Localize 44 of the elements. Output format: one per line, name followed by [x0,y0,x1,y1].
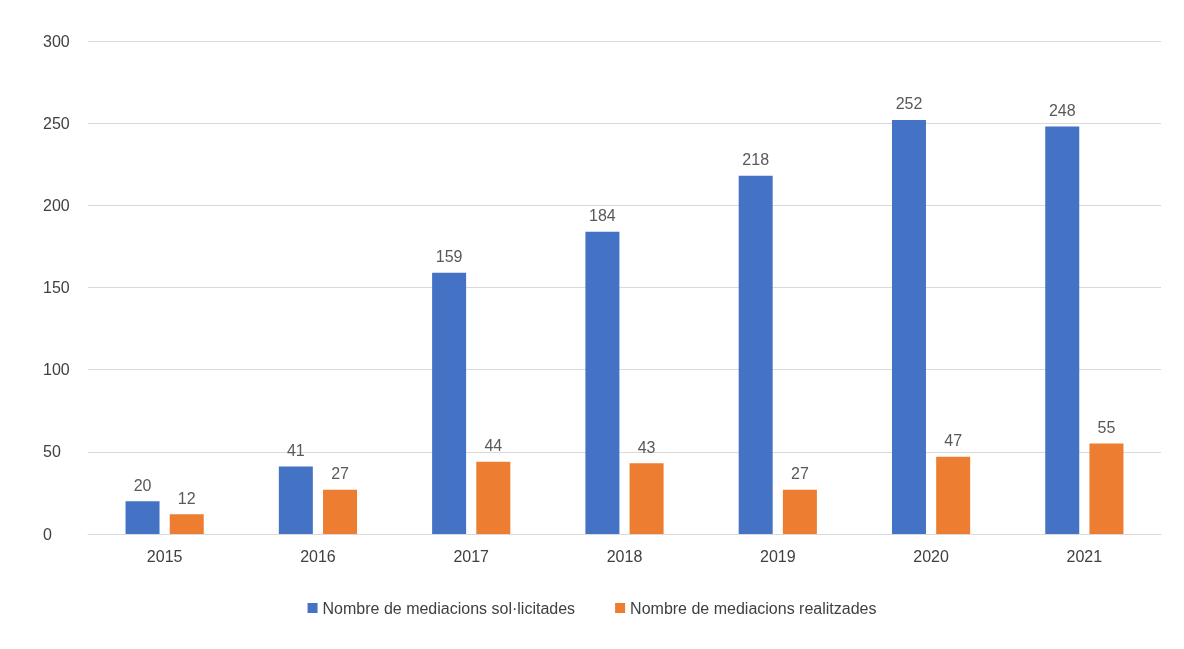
x-tick-label: 2019 [759,547,796,565]
data-label: 159 [435,248,463,266]
bar [323,489,358,534]
data-label: 41 [286,442,305,460]
x-tick-label: 2021 [1066,547,1103,565]
bar [476,461,511,534]
bar [585,231,620,534]
y-tick-label: 200 [43,196,70,214]
bar [629,463,664,534]
bar [125,501,160,534]
bar [432,272,467,534]
legend-label: Nombre de mediacions realitzades [630,599,877,617]
y-tick-label: 150 [43,279,70,296]
y-tick-label: 0 [43,525,52,543]
x-tick-label: 2017 [453,547,490,565]
x-tick-label: 2015 [146,547,183,565]
data-label: 12 [177,489,196,507]
data-label: 47 [944,432,963,450]
x-tick-label: 2016 [300,547,336,565]
bar [936,456,971,534]
data-label: 27 [331,465,350,483]
y-tick-label: 100 [43,361,70,379]
y-tick-label: 250 [43,114,70,132]
y-tick-label: 50 [43,443,61,461]
bar [1089,443,1124,534]
y-tick-label: 300 [43,32,70,50]
bar [169,514,204,534]
legend-label: Nombre de mediacions sol·licitades [322,599,576,617]
x-tick-label: 2018 [606,547,643,565]
data-label: 55 [1097,419,1116,437]
data-label: 43 [637,438,656,456]
bar [891,119,926,534]
data-label: 20 [133,476,152,494]
bar [738,175,773,534]
bar [278,466,313,534]
data-label: 252 [895,95,923,113]
x-tick-label: 2020 [913,547,949,565]
data-label: 27 [790,465,809,483]
data-label: 218 [742,151,770,169]
bar [1045,126,1080,534]
data-label: 248 [1048,101,1076,119]
data-label: 184 [589,207,616,225]
data-label: 44 [484,437,503,455]
bar [782,489,817,534]
